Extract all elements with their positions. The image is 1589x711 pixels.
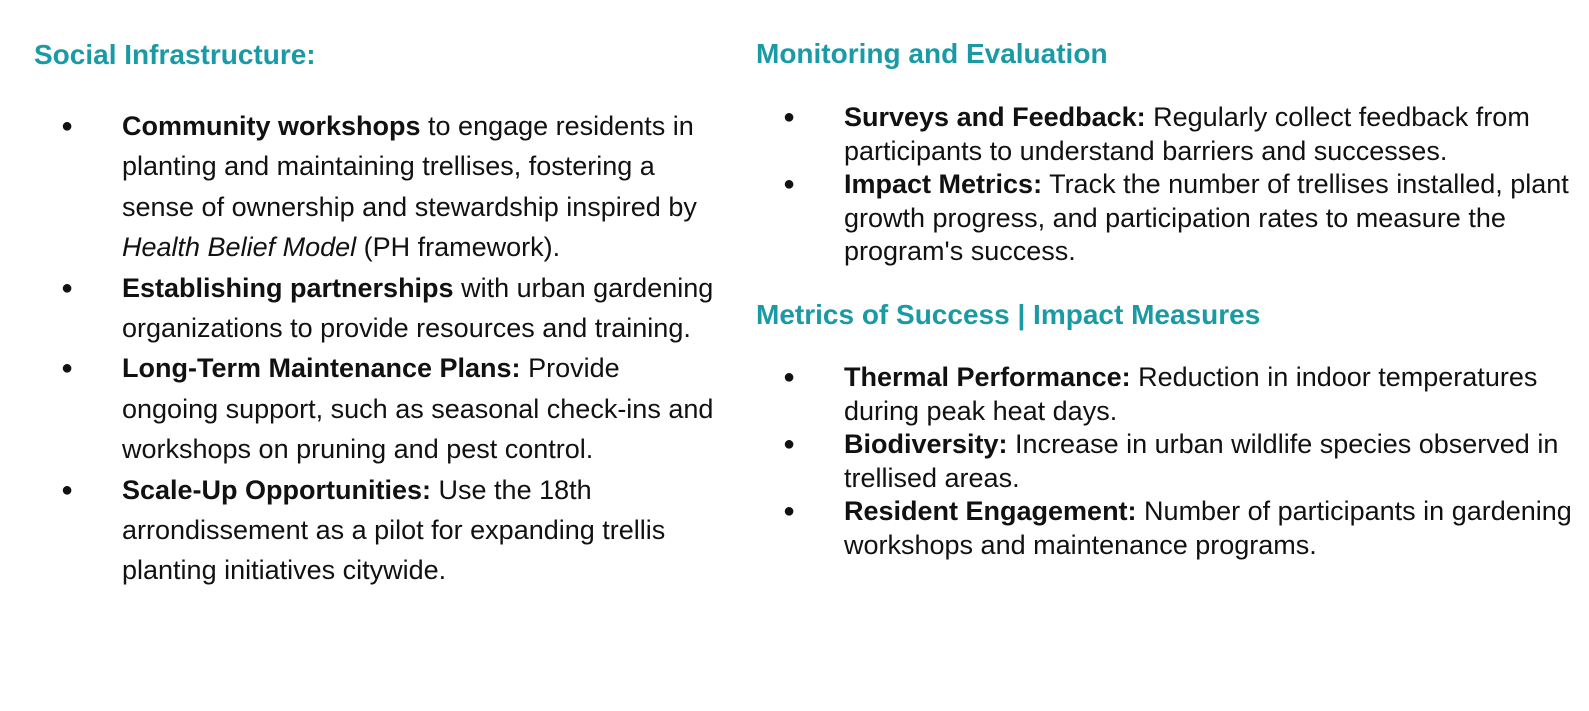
- item-title: Community workshops: [122, 111, 421, 141]
- metrics-of-success-heading: Metrics of Success | Impact Measures: [756, 299, 1261, 330]
- item-title: Establishing partnerships: [122, 272, 454, 303]
- item-text-after: (PH framework).: [356, 232, 561, 263]
- item-italic-text: Health Belief Model: [122, 232, 357, 263]
- bullet-icon: ●: [61, 276, 74, 299]
- item-title: Thermal Performance:: [844, 362, 1131, 392]
- item-title: Scale-Up Opportunities:: [122, 474, 432, 505]
- item-text: to engage residents in planting and main…: [122, 111, 697, 222]
- bullet-icon: ●: [783, 173, 796, 195]
- item-text: Reduction in indoor temperatures during …: [844, 362, 1538, 426]
- social-infrastructure-list: ● Community workshops to engage resident…: [34, 106, 714, 591]
- list-item: ● Resident Engagement: Number of partici…: [756, 495, 1586, 562]
- list-item: ● Thermal Performance: Reduction in indo…: [756, 361, 1586, 428]
- item-text: Number of participants in gardening work…: [844, 496, 1572, 560]
- item-title: Surveys and Feedback:: [844, 102, 1146, 132]
- list-item: ● Impact Metrics: Track the number of tr…: [756, 168, 1586, 269]
- list-item: ● Biodiversity: Increase in urban wildli…: [756, 428, 1586, 495]
- item-title: Biodiversity:: [844, 429, 1008, 459]
- bullet-icon: ●: [783, 433, 796, 455]
- metrics-of-success-list: ● Thermal Performance: Reduction in indo…: [756, 361, 1586, 562]
- item-text: with urban gardening organizations to pr…: [122, 272, 714, 344]
- monitoring-evaluation-heading: Monitoring and Evaluation: [756, 38, 1108, 69]
- bullet-icon: ●: [61, 357, 74, 380]
- bullet-icon: ●: [783, 106, 796, 128]
- item-text: Provide ongoing support, such as seasona…: [122, 353, 714, 465]
- item-title: Impact Metrics:: [844, 169, 1043, 199]
- item-text: Track the number of trellises installed,…: [844, 169, 1569, 266]
- bullet-icon: ●: [783, 366, 796, 388]
- item-text: Regularly collect feedback from particip…: [844, 102, 1530, 166]
- list-item: ● Long-Term Maintenance Plans: Provide o…: [34, 348, 714, 469]
- bullet-icon: ●: [61, 478, 74, 501]
- social-infrastructure-heading: Social Infrastructure:: [34, 39, 316, 70]
- item-title: Resident Engagement:: [844, 496, 1137, 526]
- item-text: Use the 18th arrondissement as a pilot f…: [122, 474, 666, 586]
- list-item: ● Scale-Up Opportunities: Use the 18th a…: [34, 470, 714, 591]
- monitoring-evaluation-list: ● Surveys and Feedback: Regularly collec…: [756, 101, 1586, 269]
- bullet-icon: ●: [783, 500, 796, 522]
- list-item: ● Establishing partnerships with urban g…: [34, 268, 714, 349]
- bullet-icon: ●: [61, 115, 74, 137]
- list-item: ● Community workshops to engage resident…: [34, 106, 714, 268]
- list-item: ● Surveys and Feedback: Regularly collec…: [756, 101, 1586, 168]
- item-text: Increase in urban wildlife species obser…: [844, 429, 1559, 493]
- item-title: Long-Term Maintenance Plans:: [122, 353, 521, 384]
